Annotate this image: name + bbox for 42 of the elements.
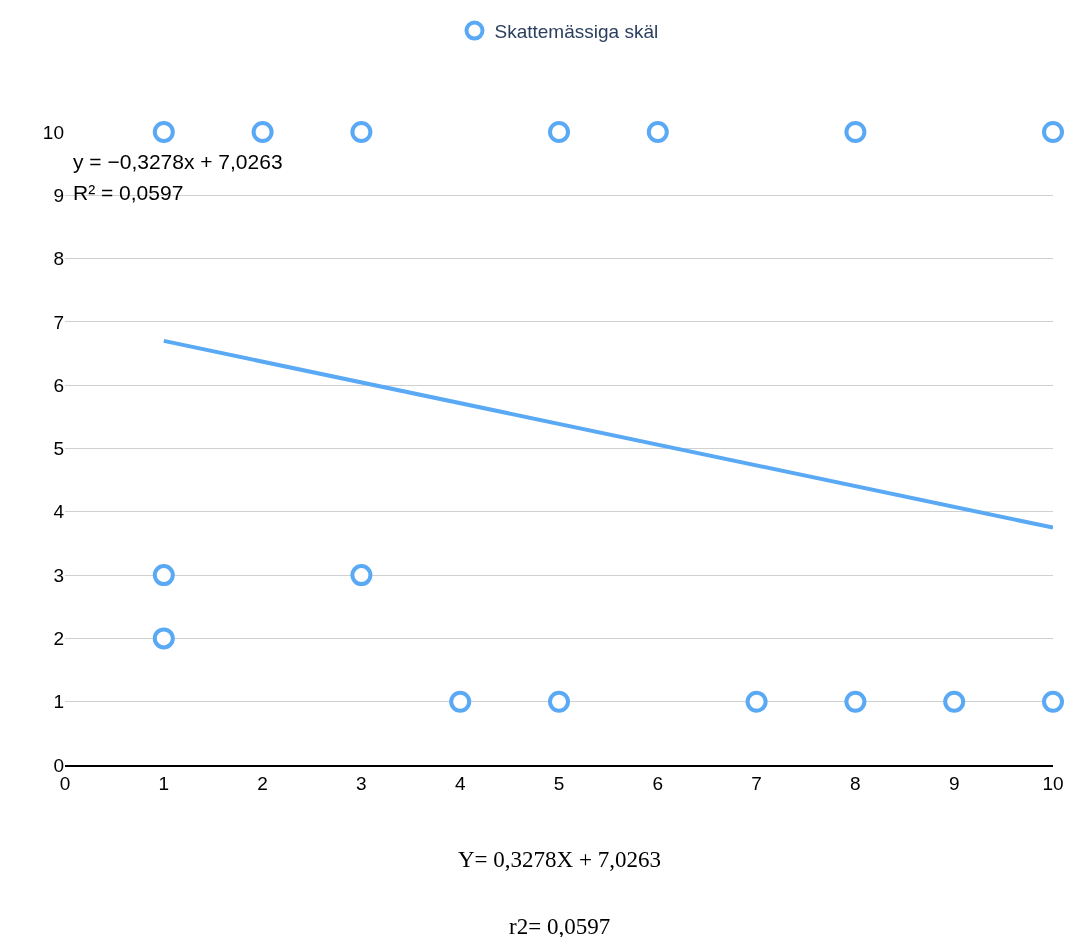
- x-tick-label: 10: [1042, 772, 1064, 794]
- x-tick-label: 8: [850, 772, 861, 794]
- y-tick-label: 4: [53, 501, 65, 523]
- x-tick-label: 3: [356, 772, 367, 794]
- point: [646, 121, 669, 143]
- point: [152, 121, 175, 143]
- annotation: R² = 0,0597: [73, 181, 184, 204]
- point: [548, 121, 570, 143]
- point: [350, 121, 373, 143]
- point: [548, 690, 570, 713]
- point: [1042, 121, 1064, 143]
- y-tick-label: 7: [53, 311, 64, 333]
- x-tick-label: 6: [652, 772, 664, 794]
- y-tick-label: 1: [53, 691, 64, 713]
- annotation: y = −0,3278x + 7,0263: [73, 150, 283, 173]
- y-tick-label: 9: [53, 184, 64, 206]
- x-tick-label: 4: [454, 772, 466, 794]
- y-tick-label: 3: [53, 564, 64, 586]
- point: [844, 690, 867, 713]
- text: Y= 0,3278X + 7,0263: [458, 847, 661, 872]
- point: [350, 564, 373, 587]
- y-tick-label: 8: [53, 248, 64, 270]
- x-tick-label: 7: [751, 772, 762, 794]
- x-tick-label: 1: [158, 772, 170, 794]
- y-tick-label: 6: [53, 374, 64, 396]
- y-tick-label: 5: [53, 438, 64, 460]
- y-tick-label: 10: [42, 121, 64, 143]
- point: [449, 690, 472, 713]
- legend-label: Skattemässiga skäl: [494, 20, 659, 42]
- x-tick-label: 5: [553, 772, 565, 794]
- y-tick-label: 2: [53, 628, 64, 650]
- point: [1042, 690, 1064, 713]
- y-tick-label: 0: [53, 754, 64, 776]
- text: r2= 0,0597: [509, 914, 611, 937]
- point: [152, 564, 175, 587]
- point: [251, 121, 274, 143]
- x-tick-label: 9: [948, 772, 960, 794]
- x-tick-label: 2: [257, 772, 268, 794]
- point: [745, 690, 768, 713]
- point: [844, 121, 867, 143]
- point: [152, 627, 175, 650]
- point: [943, 690, 966, 713]
